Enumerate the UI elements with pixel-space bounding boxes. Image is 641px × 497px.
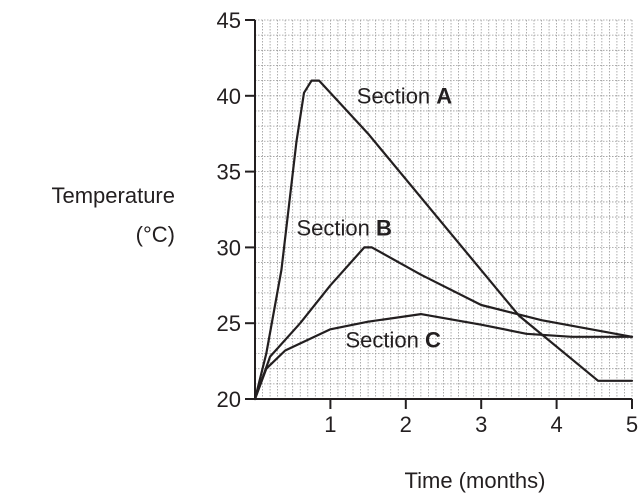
y-tick-label: 20 [217,387,241,412]
x-tick-label: 1 [324,412,336,437]
y-tick-label: 45 [217,8,241,33]
series-label-c: Section C [345,327,441,352]
y-axis-label-line1: Temperature [51,183,175,208]
x-tick-label: 3 [475,412,487,437]
chart-grid [255,19,633,399]
x-tick-label: 5 [626,412,638,437]
y-tick-label: 25 [217,311,241,336]
chart-axes [254,20,632,400]
series-line-c [253,313,634,401]
series-label-a: Section A [357,83,453,108]
x-axis-label: Time (months) [405,468,546,493]
y-axis-label-line2: (°C) [136,222,175,247]
series-label-b: Section B [296,215,391,240]
x-tick-label: 2 [400,412,412,437]
x-tick-label: 4 [550,412,562,437]
series-line-b [253,246,634,401]
series-line-a [253,79,634,401]
y-tick-label: 30 [217,235,241,260]
chart-series: Section A Section B Section C [253,79,634,401]
y-tick-label: 35 [217,160,241,185]
y-tick-label: 40 [217,84,241,109]
chart-labels: Time (months) Temperature (°C) [51,183,545,493]
